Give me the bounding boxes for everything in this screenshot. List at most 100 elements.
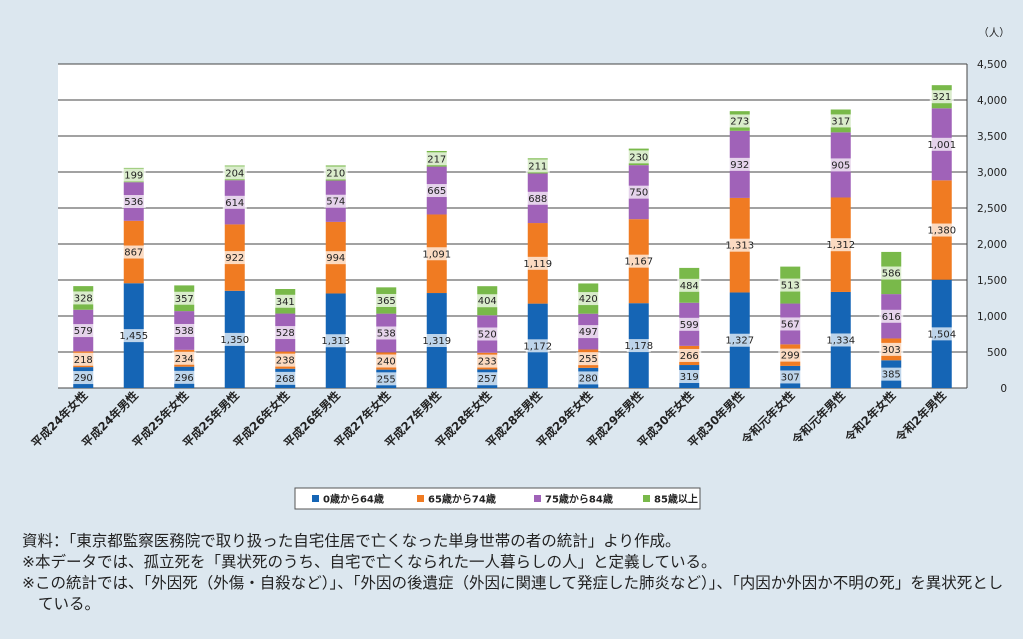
data-label: 204 [225,168,244,179]
notes: 資料：「東京都監察医務院で取り扱った自宅住居で亡くなった単身世帯の者の統計」より… [22,531,1012,615]
data-label-bg [677,370,702,384]
data-label-bg [778,348,803,362]
data-label: 1,119 [523,259,552,270]
data-label-bg [172,351,197,365]
stacked-bar-chart: 290 218 579 328 1,455 867 536 199 296 234 538 357 1,… [28,27,1010,510]
data-label-bg [879,342,904,356]
y-tick-label: 2,500 [977,203,1007,215]
data-label-bg [323,334,348,348]
data-label: 867 [124,248,143,259]
data-label-bg [626,185,651,199]
data-label-bg [323,194,348,208]
data-label-bg [778,317,803,331]
data-label: 528 [276,328,295,339]
data-label: 266 [680,351,699,362]
x-axis: 平成24年女性平成24年男性平成25年女性平成25年男性平成26年女性平成26年… [28,388,949,450]
definition-note: ※本データでは、孤立死を「異状死のうち、自宅で亡くなられた一人暮らしの人」と定義… [22,553,717,571]
data-label: 303 [882,345,901,356]
data-label: 538 [175,326,194,337]
data-label: 217 [427,154,446,165]
data-label-bg [172,291,197,305]
data-label-bg [323,251,348,265]
legend-swatch [417,495,424,502]
data-label-bg [71,291,96,305]
legend-label: 85歳以上 [654,493,698,506]
legend-box [294,487,701,510]
data-label: 579 [74,326,93,337]
data-label-bg [222,166,247,180]
gridlines [58,63,967,389]
data-label: 586 [882,269,901,280]
legend-label: 0歳から64歳 [323,493,384,506]
data-label-bg [525,339,550,353]
data-label-bg [879,309,904,323]
plot-area [58,64,967,388]
data-label-bg [576,352,601,366]
data-label: 599 [680,320,699,331]
data-label-bg [475,327,500,341]
data-label: 484 [680,281,699,292]
data-label-bg [626,339,651,353]
data-label: 536 [124,197,143,208]
data-label-bg [626,150,651,164]
data-label-bg [424,184,449,198]
data-label-bg [222,195,247,209]
data-label: 210 [326,169,345,180]
data-label: 238 [276,356,295,367]
data-label: 1,001 [927,140,956,151]
data-label: 688 [528,194,547,205]
data-label: 420 [579,294,598,305]
data-label: 1,313 [725,241,754,252]
data-label: 321 [932,92,951,103]
data-label: 385 [882,370,901,381]
data-label: 497 [579,327,598,338]
data-label: 1,327 [725,336,754,347]
data-label-bg [424,152,449,166]
data-label-bg [121,329,146,343]
data-label: 199 [124,171,143,182]
data-label-bg [374,372,399,386]
abnormal-death-note: ※この統計では、「外因死（外傷・自殺など）」、「外因の後遺症（外因に関連して発症… [22,574,1004,613]
data-label-bg [374,354,399,368]
data-label: 513 [781,281,800,292]
y-tick-label: 1,000 [977,311,1007,323]
data-label: 905 [831,160,850,171]
data-label: 273 [730,116,749,127]
x-tick-label: 令和元年女性 [738,388,798,448]
data-label: 317 [831,116,850,127]
data-label: 1,091 [422,249,451,260]
legend: 0歳から64歳 65歳から74歳 75歳から84歳 85歳以上 [294,487,701,510]
data-label-bg [929,90,954,104]
data-label-bg [727,114,752,128]
data-label: 994 [326,253,345,264]
data-label-bg [273,294,298,308]
data-label: 520 [478,330,497,341]
data-label: 255 [377,374,396,385]
data-label-bg [828,238,853,252]
data-label: 280 [579,373,598,384]
y-tick-label: 3,500 [977,131,1007,143]
legend-label: 75歳から84歳 [545,493,613,506]
data-label-bg [778,370,803,384]
data-label-bg [576,325,601,339]
chart-panel: 290 218 579 328 1,455 867 536 199 296 234 538 357 1,… [12,12,1011,526]
data-label-bg [374,326,399,340]
data-label: 614 [225,198,244,209]
data-label-bg [828,114,853,128]
data-label-bg [273,371,298,385]
data-label: 341 [276,297,295,308]
data-label: 1,178 [624,341,653,352]
data-label-bg [929,223,954,237]
data-label: 750 [629,188,648,199]
data-label-bg [172,323,197,337]
data-label-bg [172,370,197,384]
data-label-bg [475,294,500,308]
data-label: 404 [478,296,497,307]
data-label: 299 [781,351,800,362]
data-label: 665 [427,186,446,197]
data-label-bg [273,326,298,340]
data-label: 1,350 [220,335,249,346]
data-label: 616 [882,312,901,323]
legend-swatch [534,495,541,502]
data-label-bg [576,371,601,385]
